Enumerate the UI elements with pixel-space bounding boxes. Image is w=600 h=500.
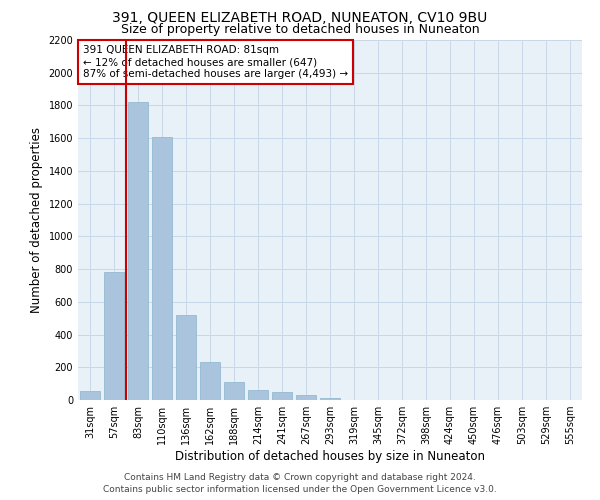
Bar bbox=[248, 390, 268, 400]
Text: 391, QUEEN ELIZABETH ROAD, NUNEATON, CV10 9BU: 391, QUEEN ELIZABETH ROAD, NUNEATON, CV1… bbox=[112, 11, 488, 25]
X-axis label: Distribution of detached houses by size in Nuneaton: Distribution of detached houses by size … bbox=[175, 450, 485, 463]
Text: 391 QUEEN ELIZABETH ROAD: 81sqm
← 12% of detached houses are smaller (647)
87% o: 391 QUEEN ELIZABETH ROAD: 81sqm ← 12% of… bbox=[83, 46, 348, 78]
Y-axis label: Number of detached properties: Number of detached properties bbox=[30, 127, 43, 313]
Bar bbox=[224, 382, 244, 400]
Text: Size of property relative to detached houses in Nuneaton: Size of property relative to detached ho… bbox=[121, 22, 479, 36]
Bar bbox=[320, 398, 340, 400]
Bar bbox=[200, 362, 220, 400]
Bar bbox=[296, 395, 316, 400]
Bar bbox=[80, 391, 100, 400]
Bar bbox=[128, 102, 148, 400]
Bar bbox=[272, 392, 292, 400]
Bar bbox=[152, 136, 172, 400]
Bar bbox=[104, 272, 124, 400]
Bar bbox=[176, 315, 196, 400]
Text: Contains HM Land Registry data © Crown copyright and database right 2024.
Contai: Contains HM Land Registry data © Crown c… bbox=[103, 472, 497, 494]
